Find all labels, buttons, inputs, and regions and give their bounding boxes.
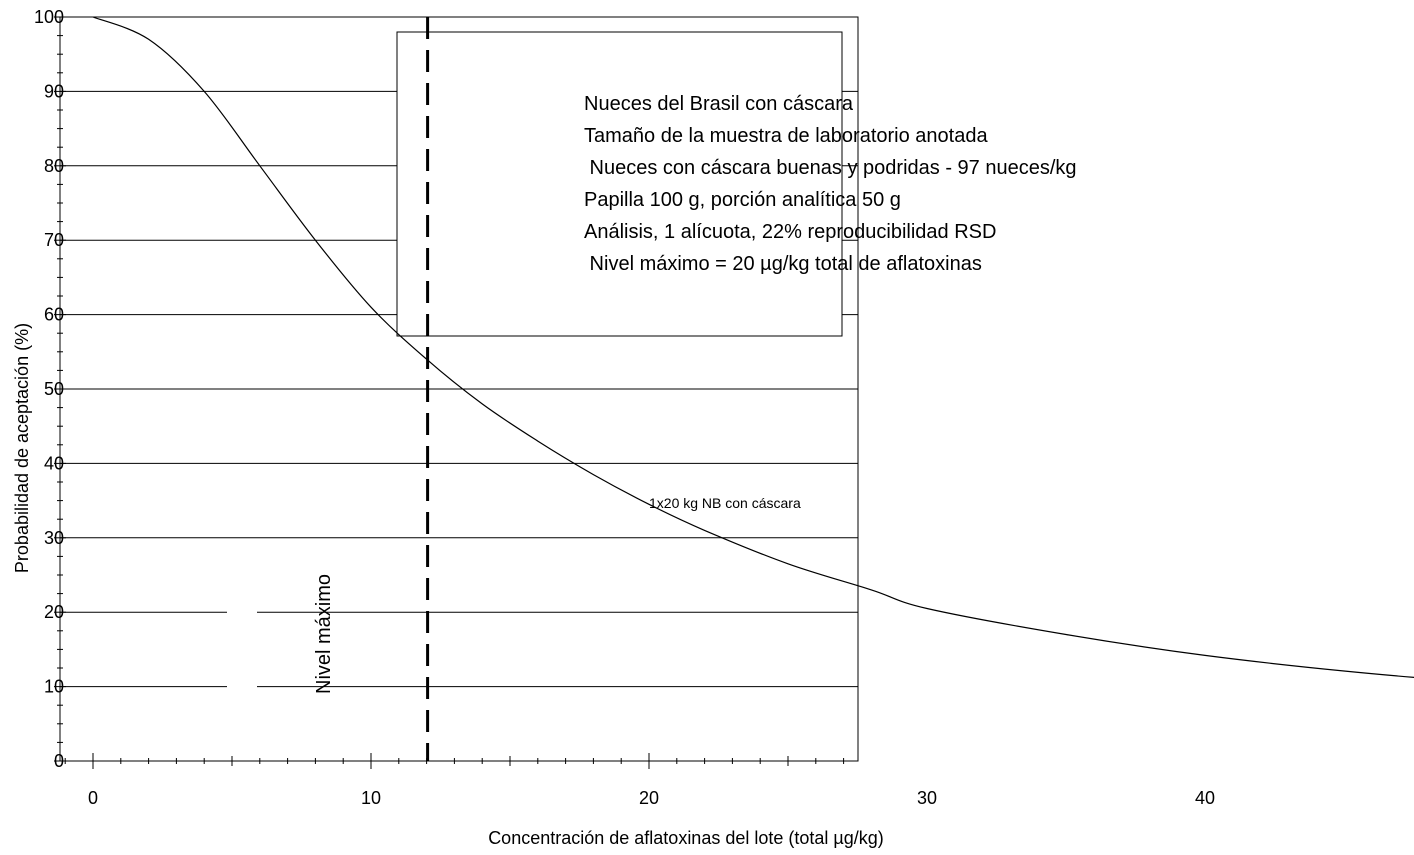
y-tick-label: 20 [44,602,64,622]
annotation-line: Nivel máximo = 20 µg/kg total de aflatox… [584,253,982,275]
y-tick-label: 60 [44,305,64,325]
annotation-line: Tamaño de la muestra de laboratorio anot… [584,125,988,147]
y-tick-label: 40 [44,453,64,473]
annotation-line: Análisis, 1 alícuota, 22% reproducibilid… [584,221,996,243]
x-tick-label: 10 [361,788,381,808]
y-tick-label: 0 [54,751,64,771]
y-tick-label: 50 [44,379,64,399]
y-tick-label: 10 [44,677,64,697]
x-tick-label: 20 [639,788,659,808]
annotation-box [396,31,843,337]
y-tick-label: 100 [34,7,64,27]
annotation-line: Nueces con cáscara buenas y podridas - 9… [584,157,1077,179]
annotation-line: Papilla 100 g, porción analítica 50 g [584,189,901,211]
x-tick-label: 0 [88,788,98,808]
y-tick-label: 90 [44,81,64,101]
y-tick-label: 30 [44,528,64,548]
annotation-text: Nueces del Brasil con cáscara Tamaño de l… [584,93,1077,275]
y-tick-label: 80 [44,156,64,176]
axis-ticks [54,16,845,769]
x-tick-label: 30 [917,788,937,808]
reference-line-label: Nivel máximo [313,574,335,694]
y-tick-labels: 0 10 20 30 40 50 60 70 80 90 100 [34,7,64,771]
annotation-line: Nueces del Brasil con cáscara [584,93,854,115]
y-axis-title: Probabilidad de aceptación (%) [12,323,32,573]
x-tick-label: 40 [1195,788,1215,808]
series-label: 1x20 kg NB con cáscara [649,495,801,511]
series-line [92,16,1414,679]
x-axis-title: Concentración de aflatoxinas del lote (t… [488,828,884,848]
y-tick-label: 70 [44,230,64,250]
